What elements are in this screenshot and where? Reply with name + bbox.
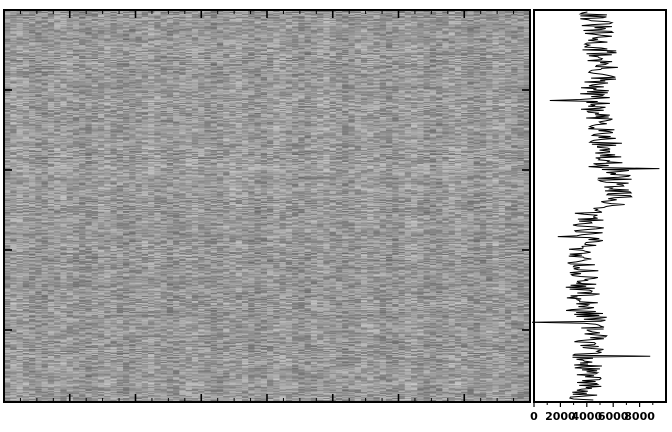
- profile-frame: [534, 10, 666, 402]
- heatmap: [4, 10, 530, 402]
- profile-x-tick-label: 0: [530, 410, 538, 423]
- profile-x-tick-label: 8000: [624, 410, 655, 423]
